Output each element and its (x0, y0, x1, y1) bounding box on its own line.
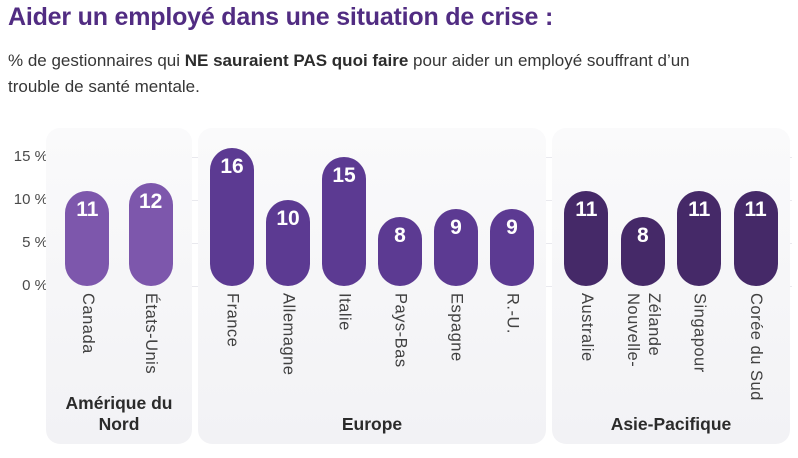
bar-value-label: 11 (76, 198, 99, 222)
y-tick-label: 0 % (22, 277, 48, 294)
country-label: Nouvelle- Zélande (621, 293, 665, 367)
country-label-line: Zélande (644, 293, 663, 357)
country-label: Corée du Sud (734, 293, 778, 401)
bar-value-label: 12 (138, 189, 163, 213)
country-bar: 11 (65, 191, 110, 286)
country-labels-row: Australie Nouvelle- Zélande Singapour Corée … (552, 293, 790, 423)
chart-subtitle: % de gestionnaires qui NE sauraient PAS … (8, 48, 740, 100)
country-bar: 9 (434, 208, 478, 286)
bars-row: 11 8 11 11 (552, 128, 790, 286)
country-label: R.-U. (490, 293, 534, 334)
country-bar: 15 (322, 157, 366, 286)
country-bar: 12 (128, 182, 173, 286)
bar-value-label: 11 (688, 198, 711, 222)
bar-value-label: 11 (575, 198, 598, 222)
country-label: Italie (322, 293, 366, 331)
country-label-line: Corée du Sud (747, 293, 766, 401)
subtitle-prefix: % de gestionnaires qui (8, 51, 185, 70)
bar-value-label: 9 (506, 215, 518, 239)
y-tick-label: 5 % (22, 234, 48, 251)
country-label-line: Espagne (447, 293, 466, 362)
country-label-line: Pays-Bas (391, 293, 410, 368)
country-label-line: Nouvelle- (623, 293, 642, 368)
region-label: Asie-Pacifique (610, 414, 732, 434)
subtitle-suffix: pour aider un employé souffrant d’un tro… (8, 51, 690, 96)
country-label: Australie (564, 293, 608, 362)
bar-value-label: 8 (394, 224, 406, 248)
country-bar: 11 (677, 191, 722, 286)
country-label-line: Italie (335, 293, 354, 331)
y-tick-label: 10 % (13, 191, 48, 208)
country-label: Canada (65, 293, 109, 354)
country-label-line: Allemagne (279, 293, 298, 376)
subtitle-bold-phrase: NE sauraient PAS quoi faire (184, 51, 409, 70)
region-panel: 16 10 15 8 9 9 France Allemagne Italie Pays-Bas Es… (198, 128, 546, 444)
country-label-line: États-Unis (142, 293, 161, 375)
country-label-line: Singapour (690, 293, 709, 373)
country-bar: 8 (620, 217, 665, 286)
region-label: Europe (341, 414, 403, 434)
region-label: Amérique du Nord (65, 393, 173, 434)
country-label-line: R.-U. (503, 293, 522, 334)
country-label: États-Unis (129, 293, 173, 374)
bar-value-label: 8 (636, 224, 649, 248)
country-label-line: Australie (577, 293, 596, 362)
country-bar: 10 (266, 200, 310, 286)
country-label: Espagne (434, 293, 478, 362)
country-label-line: France (223, 293, 242, 348)
country-label: Singapour (677, 293, 721, 373)
country-bar: 11 (733, 191, 778, 286)
country-bar: 9 (490, 208, 534, 286)
country-label: Pays-Bas (378, 293, 422, 368)
country-label-line: Canada (78, 293, 97, 354)
country-bar: 16 (210, 148, 254, 286)
y-tick-label: 15 % (13, 148, 48, 165)
bars-row: 11 12 (46, 128, 192, 286)
bar-value-label: 10 (276, 207, 300, 230)
country-labels-row: Canada États-Unis (46, 293, 192, 423)
region-panel: 11 8 11 11 Australie Nouvelle- Zélande Singapou… (552, 128, 790, 444)
bars-row: 16 10 15 8 9 9 (198, 128, 546, 286)
bar-value-label: 9 (450, 215, 462, 239)
bar-value-label: 16 (220, 155, 244, 179)
page-title: Aider un employé dans une situation de c… (8, 3, 554, 31)
bar-value-label: 15 (332, 164, 356, 187)
country-label: France (210, 293, 254, 347)
country-bar: 8 (378, 217, 422, 286)
country-bar: 11 (564, 191, 609, 286)
country-label: Allemagne (266, 293, 310, 375)
bar-value-label: 11 (744, 198, 767, 222)
region-panel: 11 12 Canada États-Unis Amérique du Nord (46, 128, 192, 444)
country-labels-row: France Allemagne Italie Pays-Bas Espagne R.-U… (198, 293, 546, 423)
